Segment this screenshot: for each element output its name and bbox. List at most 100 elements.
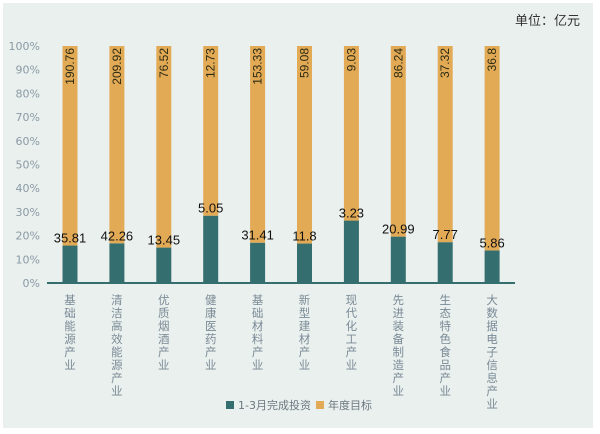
bar-completed-investment	[250, 242, 266, 283]
bar-annual-target	[62, 46, 78, 246]
x-category-char: 业	[111, 384, 123, 398]
data-label-target: 209.92	[110, 48, 124, 85]
x-category-char: 源	[64, 332, 76, 346]
x-category-char: 础	[64, 306, 76, 320]
x-category-char: 代	[346, 306, 358, 320]
bar-completed-investment	[109, 243, 125, 283]
legend-swatch-target	[316, 401, 324, 409]
x-category-char: 产	[486, 384, 498, 398]
x-category-char: 产	[111, 371, 123, 385]
x-category-char: 制	[393, 345, 405, 359]
y-tick-label: 80%	[16, 87, 40, 100]
x-category-char: 产	[64, 345, 76, 359]
bar-completed-investment	[484, 250, 500, 283]
bar-annual-target	[484, 46, 500, 251]
x-category-char: 电	[486, 332, 498, 346]
y-tick-label: 10%	[16, 253, 40, 266]
data-label-completed: 20.99	[382, 222, 415, 237]
data-label-target: 9.03	[344, 48, 358, 72]
legend: 1-3月完成投资 年度目标	[226, 398, 372, 412]
x-category-char: 业	[393, 384, 405, 398]
bar-annual-target	[109, 46, 125, 244]
x-category-char: 数	[486, 306, 498, 320]
data-label-completed: 7.77	[433, 227, 458, 242]
x-category-char: 信	[486, 358, 498, 372]
data-label-completed: 42.26	[101, 228, 134, 243]
data-label-target: 76.52	[157, 48, 171, 78]
x-category-char: 烟	[158, 319, 170, 333]
y-axis-ticks: 0% 10% 20% 30% 40% 50% 60% 70% 80% 90% 100%	[9, 40, 40, 290]
bar-annual-target	[343, 46, 359, 221]
y-tick-label: 20%	[16, 230, 40, 243]
y-tick-label: 70%	[16, 111, 40, 124]
x-category-char: 基	[64, 293, 76, 307]
data-label-target: 86.24	[391, 48, 405, 78]
x-category-char: 产	[252, 345, 264, 359]
x-category-char: 康	[205, 306, 217, 320]
data-label-completed: 5.86	[479, 235, 504, 250]
x-category-char: 备	[393, 332, 405, 346]
x-category-char: 能	[64, 319, 76, 333]
x-category-char: 产	[158, 345, 170, 359]
x-category-char: 大	[486, 293, 498, 307]
x-category-char: 产	[205, 345, 217, 359]
unit-label: 单位：亿元	[514, 14, 580, 29]
x-category-char: 建	[299, 319, 311, 333]
x-category-char: 效	[111, 332, 123, 346]
y-tick-label: 100%	[9, 40, 40, 53]
bar-completed-investment	[156, 247, 172, 283]
x-category-char: 材	[252, 319, 264, 333]
x-category-char: 业	[64, 358, 76, 372]
x-category-char: 产	[393, 371, 405, 385]
x-category-char: 装	[393, 319, 405, 333]
x-category-char: 质	[158, 306, 170, 320]
data-label-completed: 35.81	[54, 231, 87, 246]
x-category-char: 工	[346, 332, 358, 346]
x-category-char: 据	[486, 319, 498, 333]
data-label-target: 190.76	[63, 48, 77, 85]
bar-completed-investment	[203, 215, 219, 283]
bar-completed-investment	[297, 243, 312, 283]
x-category-char: 业	[346, 358, 358, 372]
data-label-target: 59.08	[298, 48, 312, 78]
x-category-char: 业	[299, 358, 311, 372]
x-category-char: 先	[393, 293, 405, 307]
x-category-char: 药	[205, 332, 217, 346]
x-category-char: 源	[111, 358, 123, 372]
bar-annual-target	[250, 46, 266, 243]
bar-annual-target	[203, 46, 219, 216]
x-category-char: 业	[158, 358, 170, 372]
y-tick-label: 40%	[16, 182, 40, 195]
legend-label-target: 年度目标	[328, 398, 372, 412]
data-label-target: 12.73	[204, 48, 218, 78]
x-category-char: 洁	[111, 306, 123, 320]
x-axis-categories: 基础能源产业清洁高效能源产业优质烟酒产业健康医药产业基础材料产业新型建材产业现代…	[64, 293, 498, 411]
data-label-completed: 5.05	[198, 201, 223, 216]
x-category-char: 新	[299, 293, 311, 307]
data-labels: 35.81 190.76 42.26 209.92 13.45 76.52 5.05 12.7…	[54, 48, 505, 251]
x-category-char: 进	[393, 306, 405, 320]
x-category-char: 优	[158, 293, 170, 307]
x-category-char: 医	[205, 319, 217, 333]
y-tick-label: 30%	[16, 206, 40, 219]
x-category-char: 色	[439, 332, 451, 346]
bar-completed-investment	[343, 220, 359, 283]
legend-swatch-completed	[226, 401, 234, 409]
y-tick-label: 50%	[16, 159, 40, 172]
legend-label-completed: 1-3月完成投资	[238, 398, 311, 412]
y-tick-label: 0%	[23, 277, 40, 290]
x-category-char: 化	[346, 319, 358, 333]
x-category-char: 现	[346, 293, 358, 307]
data-label-completed: 11.8	[292, 229, 316, 244]
bar-annual-target	[390, 46, 406, 237]
x-category-char: 产	[299, 345, 311, 359]
x-category-char: 健	[205, 293, 217, 307]
x-category-char: 料	[252, 332, 264, 346]
bar-completed-investment	[62, 245, 78, 283]
x-category-char: 产	[346, 345, 358, 359]
y-tick-label: 90%	[16, 64, 40, 77]
bar-completed-investment	[437, 242, 453, 283]
x-category-char: 础	[252, 306, 264, 320]
bars	[62, 46, 500, 283]
x-category-char: 食	[439, 345, 451, 359]
